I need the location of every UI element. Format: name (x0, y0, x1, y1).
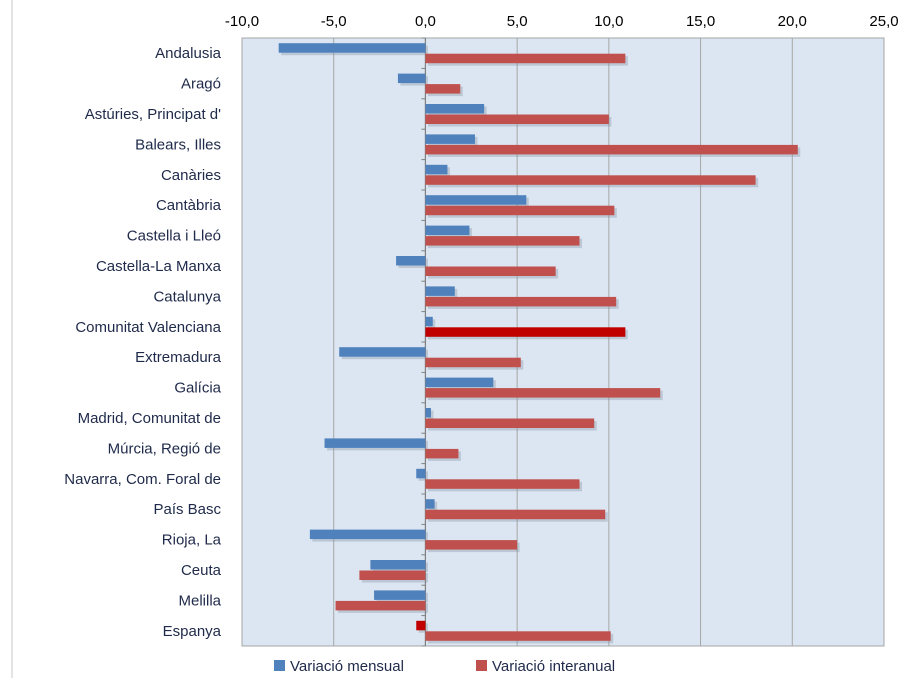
bar-interanual (359, 570, 426, 580)
bar-interanual (425, 114, 609, 124)
bar-interanual (425, 236, 580, 246)
x-tick-label: 10,0 (594, 13, 623, 30)
category-label: Ceuta (181, 562, 222, 579)
bar-mensual (425, 104, 485, 114)
category-label: Navarra, Com. Foral de (64, 471, 221, 488)
bar-interanual (425, 266, 556, 276)
category-label: Galícia (174, 380, 221, 397)
category-label: Madrid, Comunitat de (78, 410, 221, 427)
legend-swatch (274, 660, 285, 671)
bar-mensual (425, 225, 470, 236)
bar-interanual (425, 175, 756, 185)
category-labels: Andalusia Aragó Astúries, Principat d' Bale… (64, 45, 221, 640)
bar-mensual (370, 560, 426, 570)
x-tick-label: 25,0 (869, 13, 898, 30)
bar-interanual (425, 357, 521, 368)
category-label: Comunitat Valenciana (75, 319, 221, 336)
category-label: Aragó (181, 76, 221, 93)
category-label: Balears, Illes (135, 136, 221, 153)
bar-interanual (425, 84, 461, 94)
bars (278, 43, 801, 644)
bar-mensual (397, 73, 426, 84)
category-label: Cantàbria (156, 197, 222, 214)
bar-mensual (425, 377, 494, 388)
category-label: País Basc (153, 501, 221, 518)
category-label: Extremadura (135, 349, 222, 366)
x-tick-label: 5,0 (507, 13, 528, 30)
category-label: Múrcia, Regió de (108, 440, 221, 457)
bar-interanual (425, 509, 606, 520)
plot-area (241, 37, 885, 647)
bar-mensual (416, 468, 426, 479)
x-tick-label: -5,0 (321, 13, 347, 30)
x-tick-label: -10,0 (225, 13, 259, 30)
bar-interanual (425, 448, 459, 459)
bar-mensual (278, 43, 426, 53)
bar-mensual (425, 164, 448, 175)
bar-interanual (425, 53, 626, 64)
category-label: Canàries (161, 167, 221, 184)
bar-mensual (324, 438, 426, 448)
legend-label: Variació mensual (290, 658, 404, 675)
category-label: Castella-La Manxa (96, 258, 222, 275)
bar-interanual (425, 296, 617, 307)
legend: Variació mensual Variació interanual (274, 658, 615, 675)
bar-interanual (425, 388, 661, 398)
category-label: Melilla (178, 592, 221, 609)
bar-mensual (425, 316, 433, 327)
category-label: Castella i Lleó (127, 228, 221, 245)
bar-interanual (425, 540, 518, 550)
category-label: Astúries, Principat d' (85, 106, 221, 123)
category-label: Catalunya (153, 288, 221, 305)
category-label: Rioja, La (162, 532, 222, 549)
legend-label: Variació interanual (492, 658, 615, 675)
bar-interanual (425, 631, 611, 641)
bar-mensual (425, 499, 435, 509)
bar-mensual (309, 529, 426, 540)
bar-mensual (425, 408, 431, 418)
bar-interanual (425, 327, 626, 337)
bar-interanual (425, 418, 595, 428)
x-axis-ticks: -10,0 -5,0 0,0 5,0 10,0 15,0 20,0 25,0 (225, 13, 899, 30)
bar-interanual (425, 144, 798, 155)
bar-mensual (396, 256, 426, 266)
bar-mensual (374, 590, 426, 600)
x-tick-label: 20,0 (778, 13, 807, 30)
bar-interanual (425, 205, 615, 216)
bar-mensual (425, 134, 475, 144)
bar-interanual (335, 600, 426, 611)
bar-mensual (425, 195, 527, 205)
category-label: Andalusia (155, 45, 222, 62)
bar-mensual (425, 286, 455, 296)
category-label: Espanya (163, 623, 222, 640)
bar-mensual (416, 620, 426, 631)
bar-interanual (425, 479, 580, 489)
x-tick-label: 15,0 (686, 13, 715, 30)
legend-swatch (476, 660, 487, 671)
x-tick-label: 0,0 (415, 13, 436, 30)
bar-mensual (339, 347, 426, 357)
